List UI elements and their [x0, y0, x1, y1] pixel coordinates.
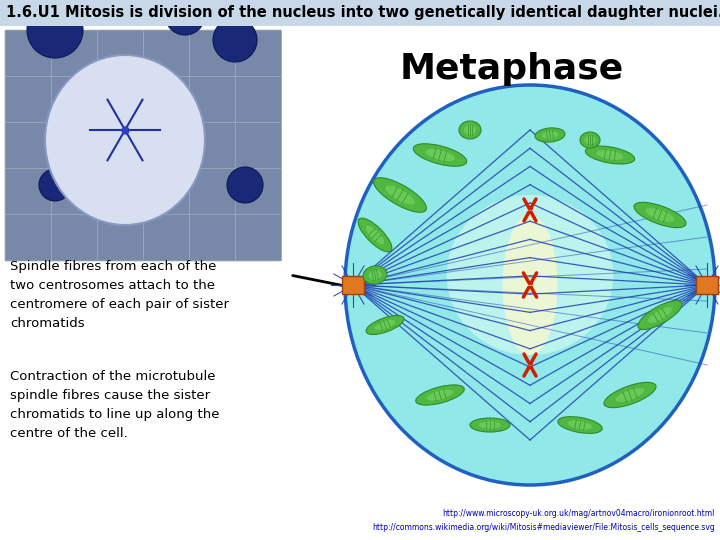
FancyBboxPatch shape: [189, 122, 235, 168]
Ellipse shape: [374, 178, 426, 212]
FancyBboxPatch shape: [5, 214, 51, 260]
FancyBboxPatch shape: [51, 168, 97, 214]
Ellipse shape: [385, 185, 415, 205]
FancyBboxPatch shape: [51, 76, 97, 122]
FancyBboxPatch shape: [5, 30, 280, 260]
FancyBboxPatch shape: [5, 168, 51, 214]
FancyBboxPatch shape: [97, 76, 143, 122]
Ellipse shape: [427, 389, 454, 401]
FancyBboxPatch shape: [51, 122, 97, 168]
FancyBboxPatch shape: [51, 30, 97, 76]
Circle shape: [39, 169, 71, 201]
FancyBboxPatch shape: [143, 168, 189, 214]
Ellipse shape: [541, 131, 558, 139]
Ellipse shape: [580, 132, 600, 148]
Ellipse shape: [413, 144, 467, 166]
Ellipse shape: [535, 128, 565, 142]
Ellipse shape: [604, 382, 656, 408]
Ellipse shape: [646, 208, 675, 222]
FancyBboxPatch shape: [189, 168, 235, 214]
FancyBboxPatch shape: [143, 76, 189, 122]
Ellipse shape: [363, 266, 387, 284]
FancyBboxPatch shape: [143, 214, 189, 260]
Ellipse shape: [374, 320, 395, 330]
FancyBboxPatch shape: [97, 30, 143, 76]
FancyBboxPatch shape: [143, 30, 189, 76]
Circle shape: [165, 0, 205, 35]
Ellipse shape: [558, 417, 602, 434]
Text: Contraction of the microtubule
spindle fibres cause the sister
chromatids to lin: Contraction of the microtubule spindle f…: [10, 370, 220, 440]
Ellipse shape: [503, 215, 557, 355]
FancyBboxPatch shape: [5, 30, 51, 76]
Ellipse shape: [648, 307, 672, 323]
FancyBboxPatch shape: [235, 122, 281, 168]
Ellipse shape: [45, 55, 205, 225]
Ellipse shape: [585, 136, 595, 144]
Ellipse shape: [634, 202, 686, 228]
FancyBboxPatch shape: [0, 26, 720, 540]
FancyBboxPatch shape: [189, 76, 235, 122]
Text: Spindle fibres from each of the
two centrosomes attach to the
centromere of each: Spindle fibres from each of the two cent…: [10, 260, 229, 330]
Ellipse shape: [345, 85, 715, 485]
Text: Metaphase: Metaphase: [400, 52, 624, 86]
Ellipse shape: [616, 388, 644, 402]
FancyBboxPatch shape: [97, 168, 143, 214]
FancyBboxPatch shape: [235, 76, 281, 122]
Text: 1.6.U1 Mitosis is division of the nucleus into two genetically identical daughte: 1.6.U1 Mitosis is division of the nucleu…: [6, 5, 720, 21]
Ellipse shape: [366, 226, 384, 244]
FancyBboxPatch shape: [696, 276, 718, 294]
FancyBboxPatch shape: [0, 0, 720, 26]
Ellipse shape: [568, 421, 593, 430]
FancyBboxPatch shape: [342, 276, 364, 294]
Ellipse shape: [459, 121, 481, 139]
Circle shape: [213, 18, 257, 62]
FancyBboxPatch shape: [5, 76, 51, 122]
FancyBboxPatch shape: [235, 30, 281, 76]
Ellipse shape: [470, 418, 510, 432]
Ellipse shape: [464, 125, 476, 135]
Ellipse shape: [446, 195, 613, 355]
Ellipse shape: [358, 218, 392, 252]
FancyBboxPatch shape: [51, 214, 97, 260]
Text: http://www.microscopy-uk.org.uk/mag/artnov04macro/ironionroot.html: http://www.microscopy-uk.org.uk/mag/artn…: [443, 509, 715, 518]
FancyBboxPatch shape: [5, 122, 51, 168]
Ellipse shape: [585, 146, 634, 164]
FancyBboxPatch shape: [235, 214, 281, 260]
Ellipse shape: [426, 149, 454, 161]
Circle shape: [27, 2, 83, 58]
Ellipse shape: [479, 421, 501, 429]
Ellipse shape: [638, 300, 682, 329]
FancyBboxPatch shape: [189, 30, 235, 76]
FancyBboxPatch shape: [189, 214, 235, 260]
FancyBboxPatch shape: [235, 168, 281, 214]
Text: http://commons.wikimedia.org/wiki/Mitosis#mediaviewer/File:Mitosis_cells_sequenc: http://commons.wikimedia.org/wiki/Mitosi…: [372, 523, 715, 532]
Circle shape: [227, 167, 263, 203]
FancyBboxPatch shape: [97, 214, 143, 260]
Circle shape: [121, 166, 149, 194]
FancyBboxPatch shape: [97, 122, 143, 168]
Ellipse shape: [369, 270, 382, 280]
Ellipse shape: [596, 150, 624, 160]
FancyBboxPatch shape: [143, 122, 189, 168]
Ellipse shape: [366, 315, 404, 334]
Ellipse shape: [415, 385, 464, 405]
